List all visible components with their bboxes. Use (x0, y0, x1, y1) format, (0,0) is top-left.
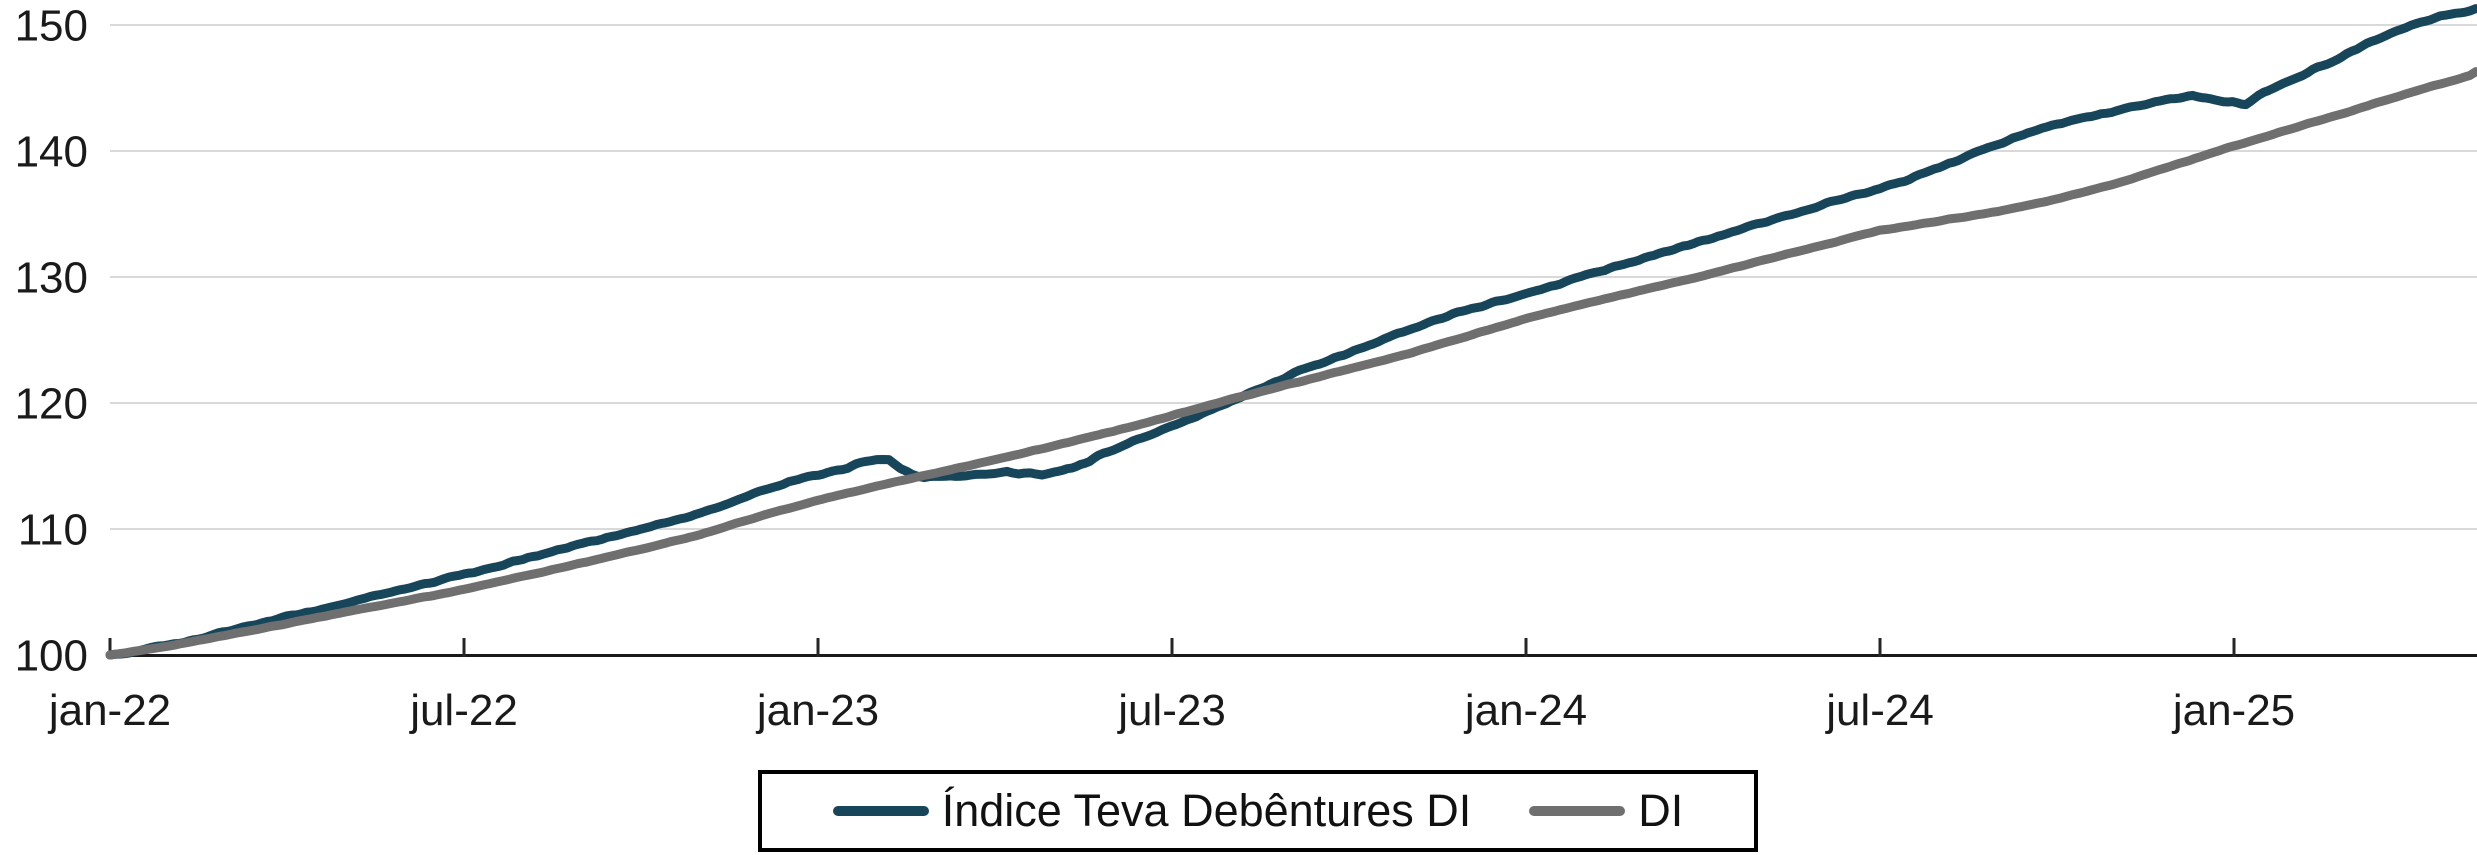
series-line-teva (105, 4, 2477, 660)
x-axis-label: jan-23 (755, 686, 879, 735)
y-axis-label: 130 (15, 253, 88, 302)
legend-swatch-teva (832, 806, 929, 816)
x-axis-label: jan-25 (2171, 686, 2295, 735)
x-axis-label: jan-24 (1463, 686, 1587, 735)
chart-legend: Índice Teva Debêntures DI DI (758, 770, 1758, 852)
x-axis-label: jul-22 (408, 686, 518, 735)
x-axis-label: jul-24 (1824, 686, 1934, 735)
y-axis-label: 100 (15, 631, 88, 680)
y-axis-label: 140 (15, 127, 88, 176)
y-axis-label: 110 (18, 505, 88, 554)
legend-swatch-di (1529, 806, 1626, 816)
x-axis-label: jul-23 (1116, 686, 1226, 735)
x-axis-label: jan-22 (47, 686, 171, 735)
y-axis-label: 150 (15, 1, 88, 50)
legend-label-teva: Índice Teva Debêntures DI (941, 785, 1472, 836)
series-line-di (105, 67, 2477, 660)
y-axis-label: 120 (15, 379, 88, 428)
legend-label-di: DI (1638, 785, 1684, 836)
